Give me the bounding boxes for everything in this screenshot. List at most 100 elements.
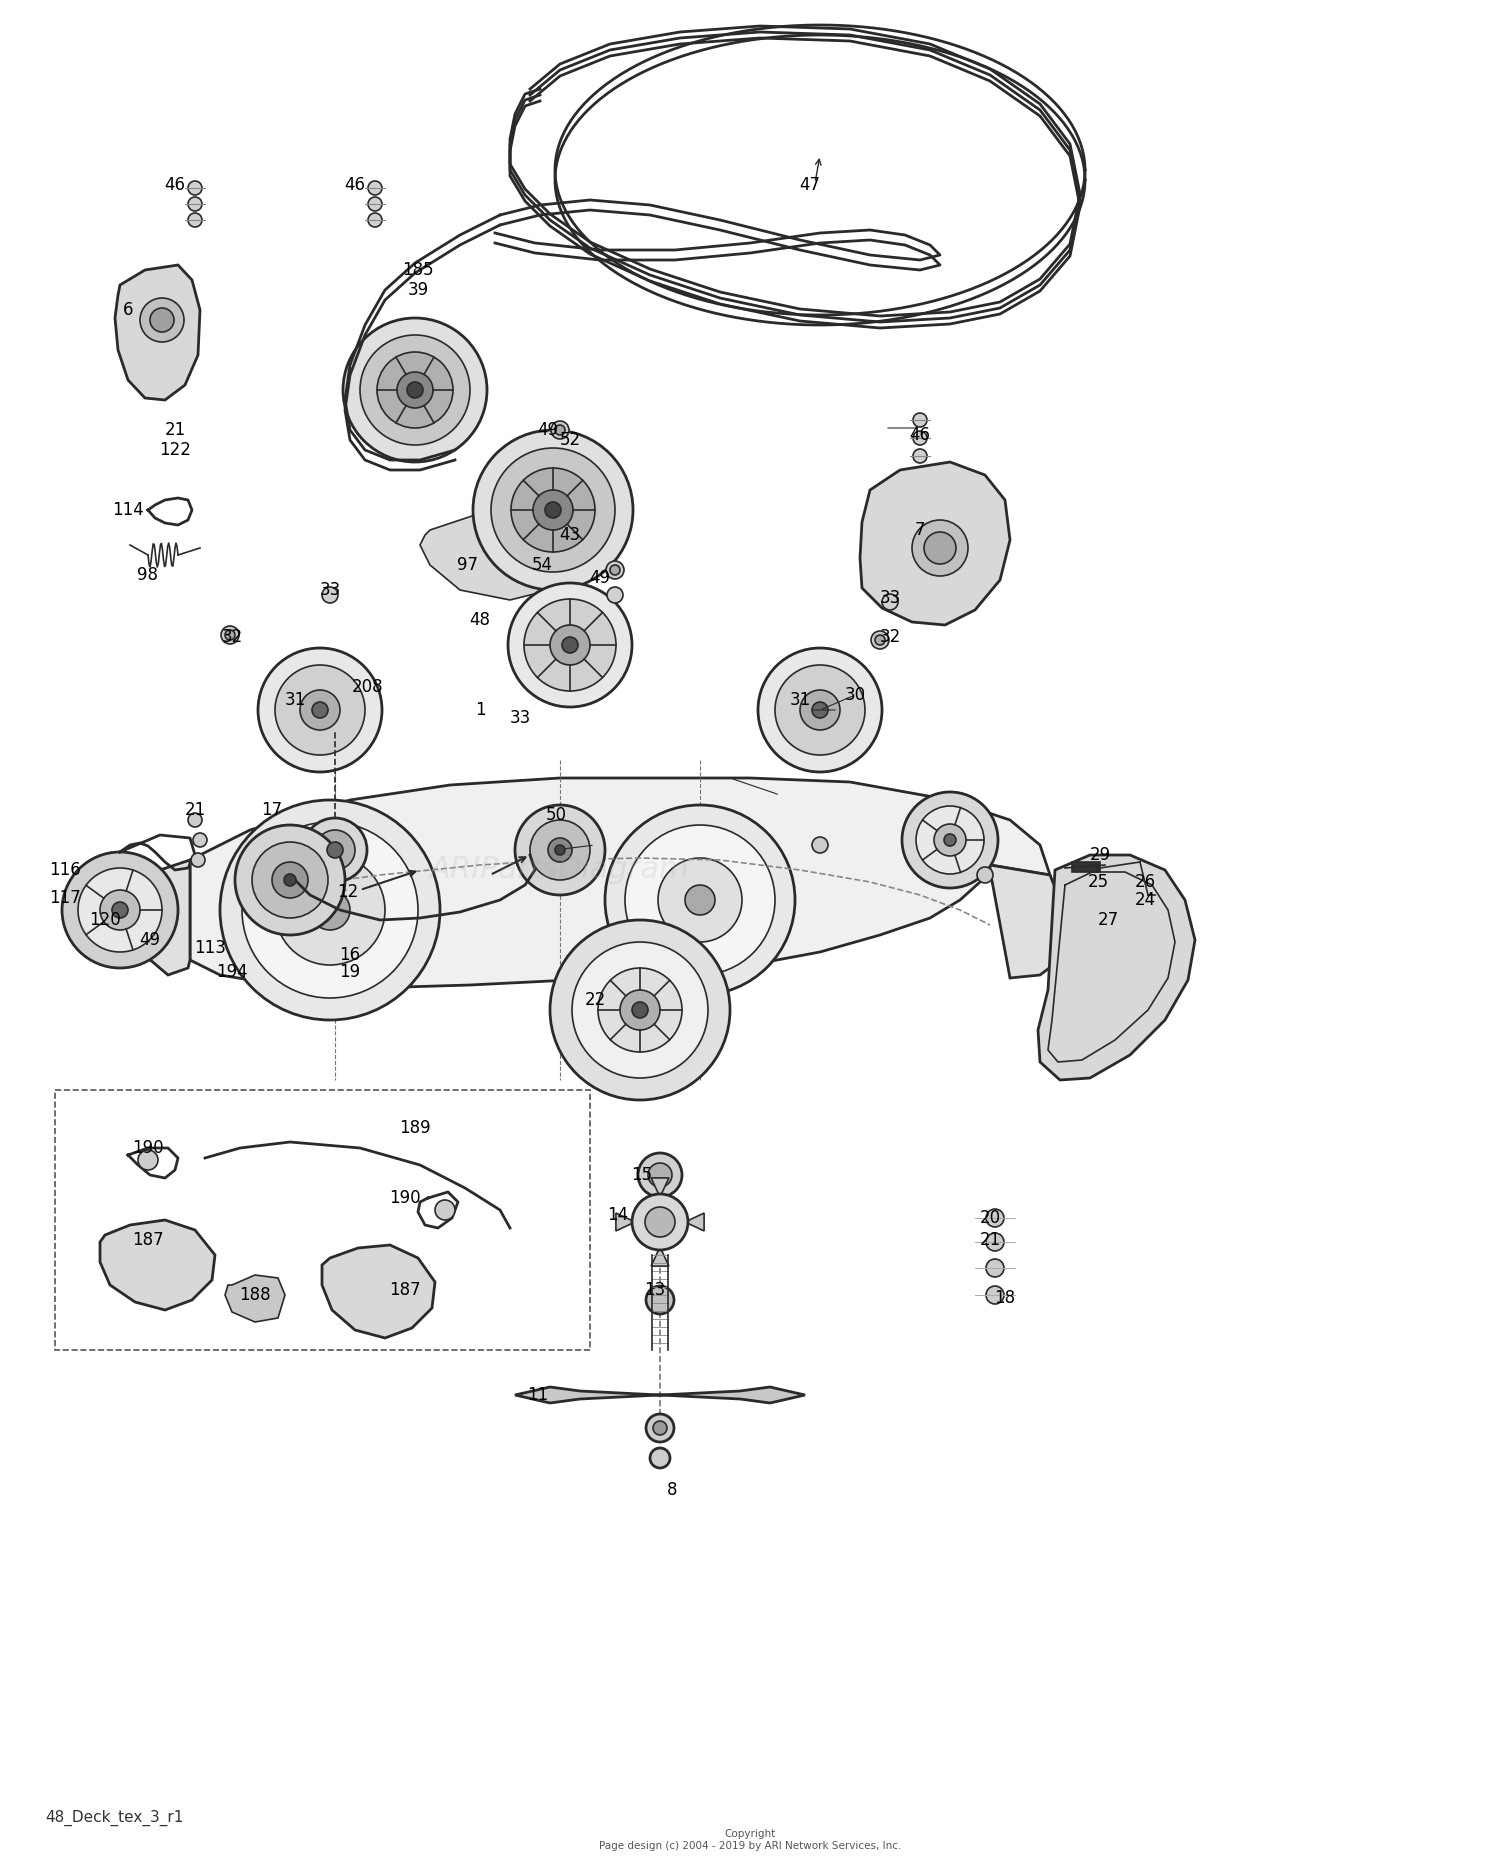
Circle shape	[650, 1448, 670, 1468]
Text: 49: 49	[590, 568, 610, 587]
Circle shape	[800, 689, 840, 730]
Text: 25: 25	[1088, 874, 1108, 891]
Circle shape	[190, 853, 206, 866]
Circle shape	[638, 1153, 682, 1198]
Circle shape	[322, 587, 338, 604]
Circle shape	[509, 583, 632, 706]
Text: 190: 190	[388, 1189, 422, 1207]
Circle shape	[472, 430, 633, 591]
Circle shape	[327, 842, 344, 859]
Text: 24: 24	[1134, 891, 1155, 909]
Polygon shape	[322, 1244, 435, 1338]
Circle shape	[188, 181, 202, 196]
Circle shape	[604, 805, 795, 995]
Circle shape	[776, 665, 865, 755]
Text: 39: 39	[408, 281, 429, 298]
Circle shape	[632, 1194, 688, 1250]
Text: 31: 31	[285, 691, 306, 710]
Text: 185: 185	[402, 261, 433, 279]
Circle shape	[112, 902, 128, 918]
Text: 22: 22	[585, 991, 606, 1010]
Text: 26: 26	[1134, 874, 1155, 891]
Circle shape	[398, 373, 433, 408]
Circle shape	[368, 212, 382, 227]
Circle shape	[572, 943, 708, 1079]
Text: 16: 16	[339, 946, 360, 963]
Circle shape	[524, 600, 616, 691]
Text: 13: 13	[645, 1282, 666, 1299]
Text: 113: 113	[194, 939, 226, 958]
Circle shape	[512, 468, 596, 551]
Polygon shape	[514, 1386, 806, 1403]
Circle shape	[882, 594, 898, 609]
Text: 15: 15	[632, 1166, 652, 1185]
Text: 47: 47	[800, 175, 820, 194]
Circle shape	[646, 1285, 674, 1313]
Circle shape	[258, 648, 382, 771]
Polygon shape	[100, 1220, 214, 1310]
Text: 117: 117	[50, 889, 81, 907]
Text: 8: 8	[666, 1481, 678, 1500]
Circle shape	[274, 665, 364, 755]
Text: 189: 189	[399, 1120, 430, 1136]
Circle shape	[912, 520, 968, 576]
Text: 11: 11	[528, 1386, 549, 1405]
Polygon shape	[116, 265, 200, 401]
Polygon shape	[688, 1213, 703, 1231]
Circle shape	[272, 836, 288, 853]
Circle shape	[272, 863, 308, 898]
Circle shape	[368, 181, 382, 196]
Text: 50: 50	[546, 807, 567, 823]
Circle shape	[686, 885, 716, 915]
Text: 49: 49	[537, 421, 558, 440]
Text: 208: 208	[352, 678, 384, 697]
Circle shape	[648, 1163, 672, 1187]
Text: 114: 114	[112, 501, 144, 520]
Circle shape	[812, 836, 828, 853]
Circle shape	[916, 807, 984, 874]
Text: 190: 190	[132, 1138, 164, 1157]
Circle shape	[550, 624, 590, 665]
Circle shape	[914, 430, 927, 445]
Circle shape	[986, 1233, 1004, 1250]
Circle shape	[368, 197, 382, 211]
Text: 31: 31	[789, 691, 810, 710]
Text: 32: 32	[879, 628, 900, 646]
Text: 43: 43	[560, 525, 580, 544]
Circle shape	[188, 812, 202, 827]
Circle shape	[194, 833, 207, 848]
Text: 33: 33	[879, 589, 900, 607]
Circle shape	[555, 425, 566, 434]
Text: 188: 188	[238, 1285, 272, 1304]
Circle shape	[376, 352, 453, 428]
Text: 20: 20	[980, 1209, 1000, 1228]
Circle shape	[986, 1259, 1004, 1276]
Circle shape	[658, 859, 742, 943]
Text: 21: 21	[184, 801, 206, 820]
Text: 120: 120	[88, 911, 122, 930]
Circle shape	[874, 635, 885, 645]
Text: Copyright
Page design (c) 2004 - 2019 by ARI Network Services, Inc.: Copyright Page design (c) 2004 - 2019 by…	[598, 1829, 902, 1850]
Text: 187: 187	[388, 1282, 422, 1299]
Circle shape	[490, 447, 615, 572]
Polygon shape	[616, 1213, 632, 1231]
Circle shape	[344, 319, 488, 462]
Polygon shape	[420, 499, 590, 600]
Polygon shape	[651, 1250, 669, 1267]
Text: 49: 49	[140, 932, 160, 948]
Circle shape	[626, 825, 776, 974]
Circle shape	[530, 820, 590, 879]
Polygon shape	[859, 462, 1010, 624]
Text: ARIPartsDiagram: ARIPartsDiagram	[430, 855, 690, 885]
Circle shape	[550, 421, 568, 440]
Circle shape	[934, 823, 966, 855]
Circle shape	[220, 626, 238, 645]
Circle shape	[986, 1209, 1004, 1228]
Polygon shape	[990, 864, 1065, 978]
Circle shape	[976, 866, 993, 883]
Circle shape	[812, 702, 828, 717]
Bar	[56, 1090, 590, 1351]
Polygon shape	[190, 779, 1050, 987]
Polygon shape	[225, 1274, 285, 1323]
Circle shape	[435, 1200, 454, 1220]
